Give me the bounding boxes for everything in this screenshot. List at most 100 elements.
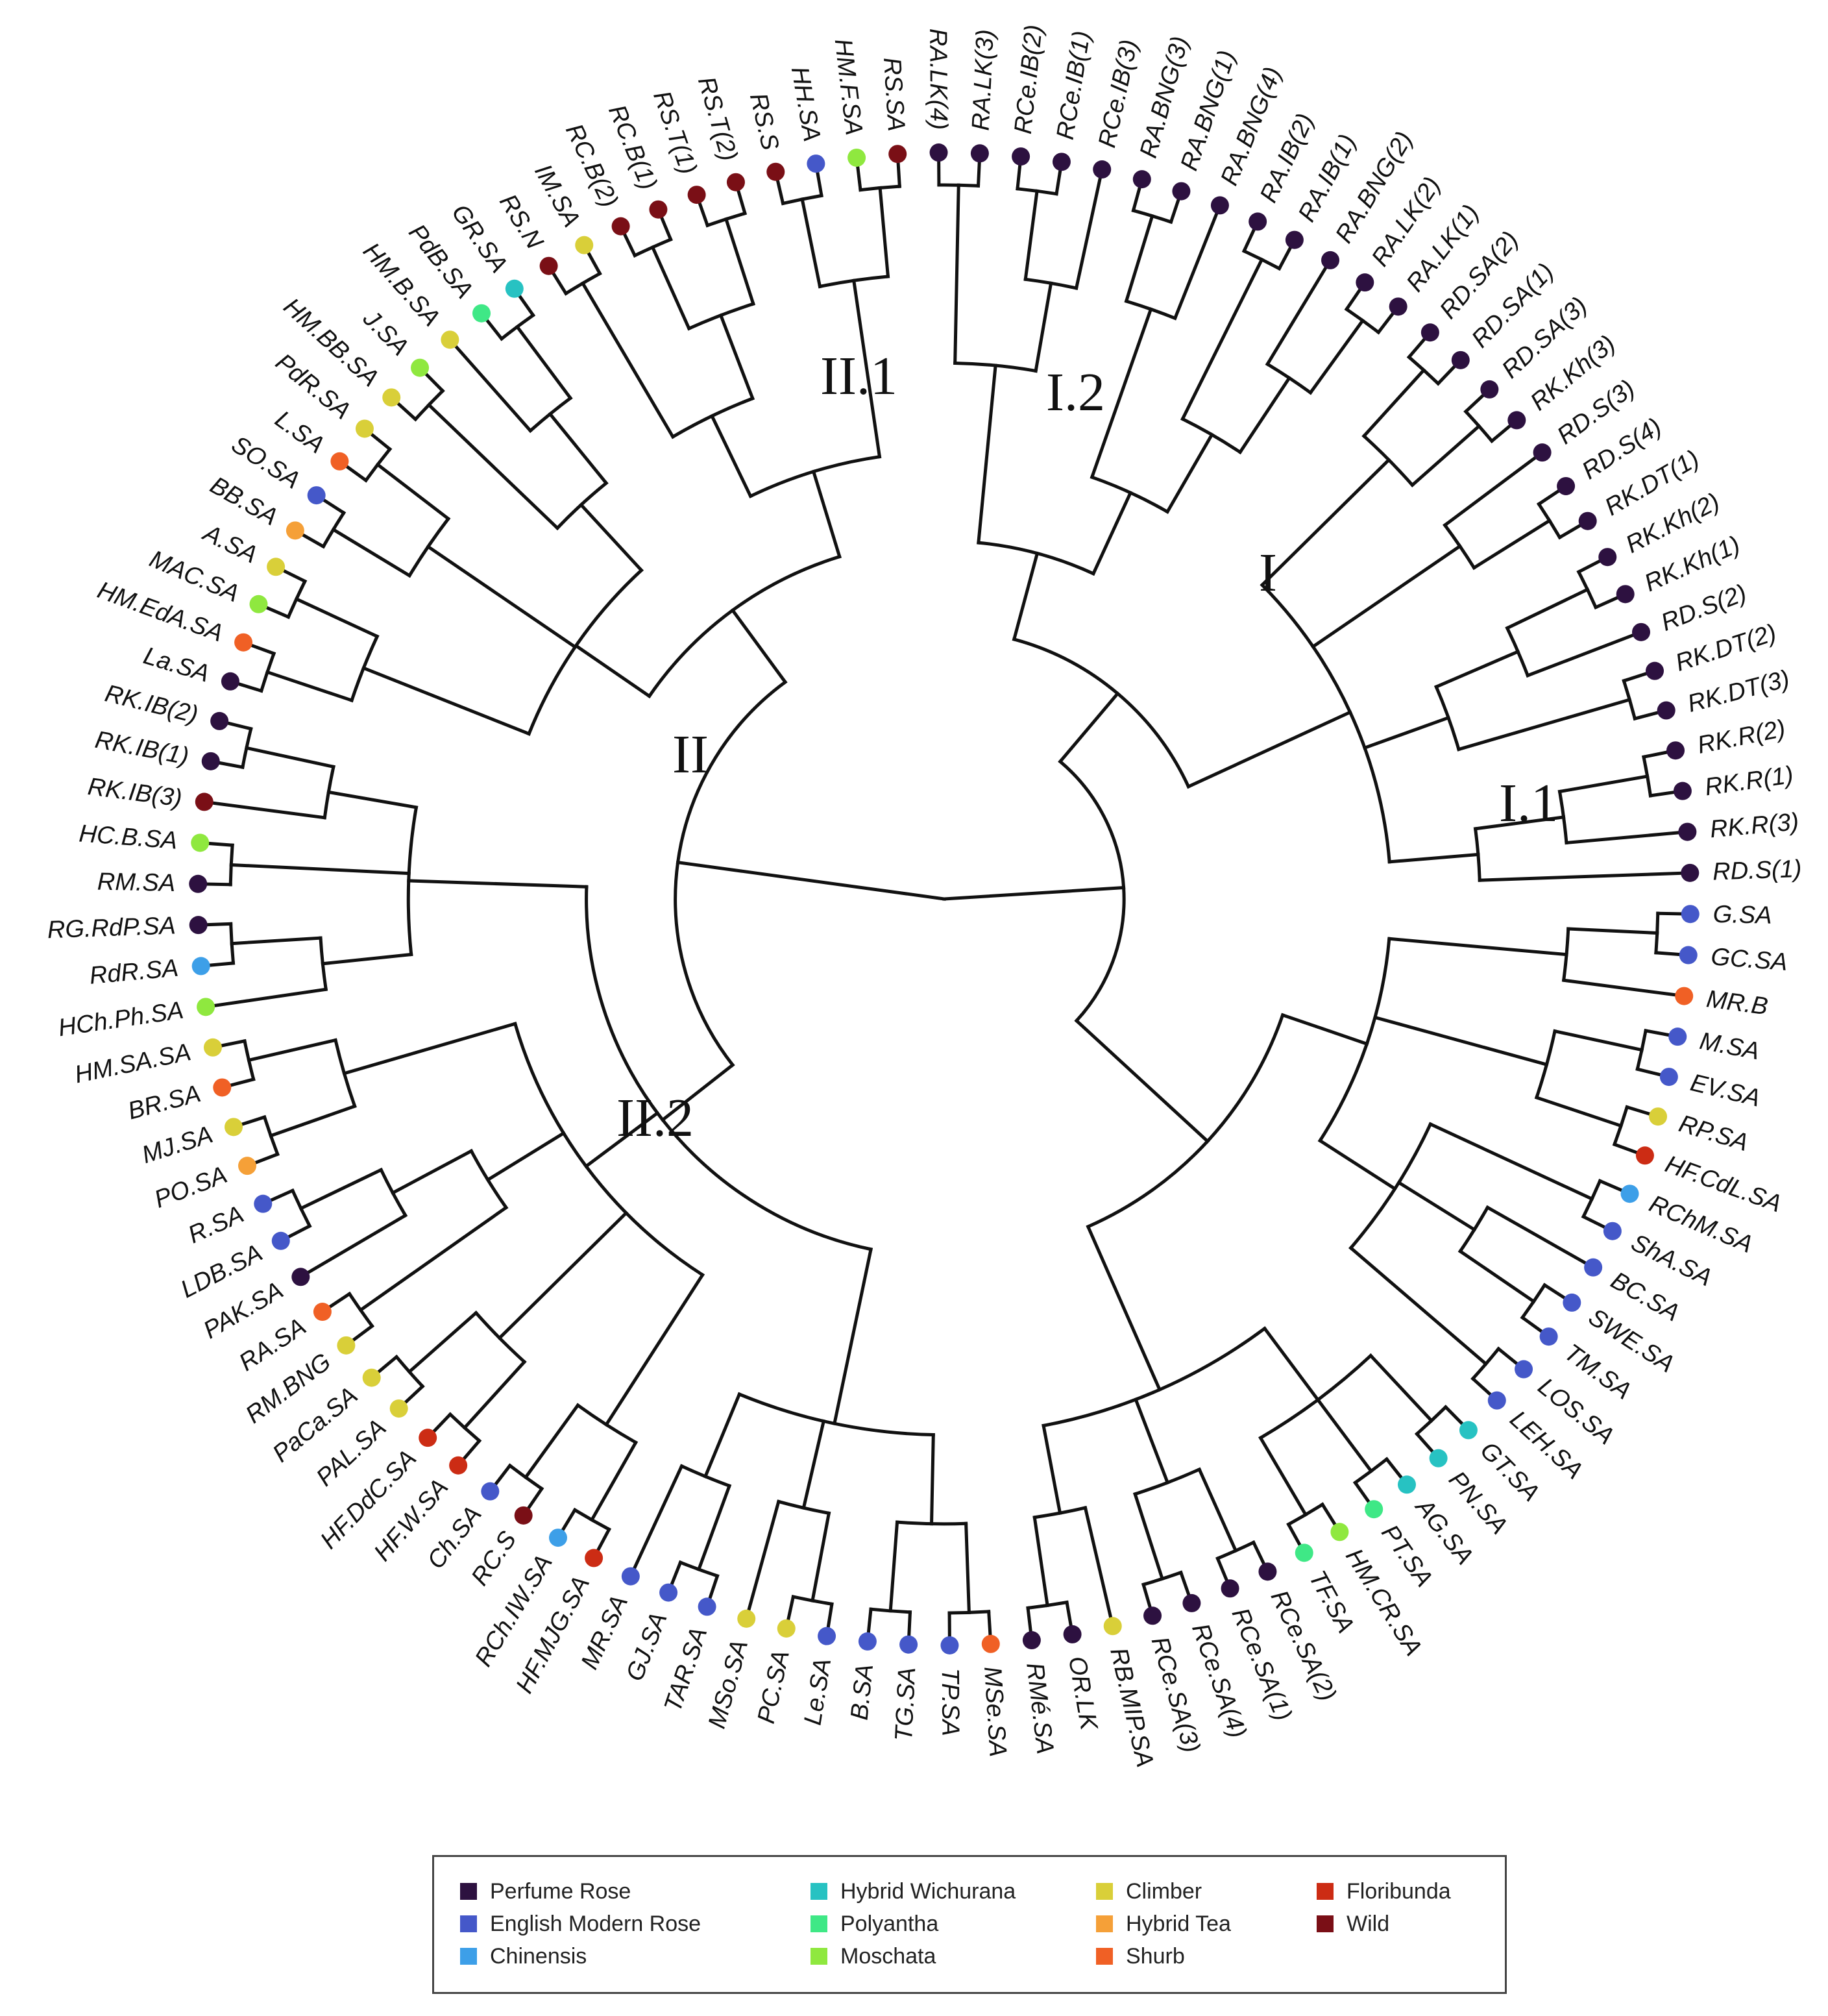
branch-arc-189 bbox=[572, 1507, 611, 1532]
branch-link-253 bbox=[361, 665, 531, 736]
branch-arc-134 bbox=[1286, 1502, 1325, 1527]
tip-dot-pc-sa bbox=[777, 1619, 796, 1638]
branch-arc-180 bbox=[678, 1560, 720, 1579]
branch-link-125 bbox=[1368, 1353, 1434, 1423]
branch-arc-209 bbox=[347, 1291, 374, 1329]
branch-link-45 bbox=[1361, 367, 1426, 439]
tip-dot-hf-mjg-sa bbox=[585, 1549, 603, 1567]
tip-label-rk-ib-3: RK.IB(3) bbox=[86, 773, 184, 813]
tip-dot-im-sa bbox=[575, 236, 594, 254]
branch-link-100 bbox=[1534, 1095, 1624, 1128]
branch-arc-57 bbox=[1536, 502, 1562, 540]
branch-link-263 bbox=[426, 544, 578, 650]
branch-arc-54 bbox=[1443, 522, 1476, 571]
tip-dot-los-sa bbox=[1515, 1360, 1533, 1379]
tip-dot-mse-sa bbox=[981, 1634, 1000, 1653]
branch-link-6 bbox=[977, 363, 997, 545]
branch-link-2 bbox=[1058, 691, 1120, 764]
branch-link-170 bbox=[801, 1419, 826, 1510]
tip-dot-rs-n bbox=[539, 256, 558, 275]
tip-dot-swe-sa bbox=[1563, 1293, 1581, 1312]
branch-link-186 bbox=[603, 1272, 705, 1427]
tip-label-hm-f-sa: HM.F.SA bbox=[829, 38, 868, 137]
branch-link-231 bbox=[321, 952, 413, 966]
legend-swatch bbox=[1096, 1948, 1113, 1965]
legend-label: Hybrid Tea bbox=[1126, 1911, 1231, 1936]
legend-swatch bbox=[1096, 1915, 1113, 1932]
branch-link-196 bbox=[497, 1211, 629, 1340]
branch-arc-86 bbox=[1317, 937, 1391, 1143]
branch-link-212 bbox=[390, 1148, 474, 1196]
branch-arc-193 bbox=[507, 1463, 544, 1492]
branch-arc-157 bbox=[585, 885, 873, 1251]
legend-swatch bbox=[1317, 1883, 1334, 1900]
branch-arc-220 bbox=[334, 1038, 357, 1109]
branch-link-244 bbox=[202, 800, 327, 820]
tip-label-rc-s: RC.S bbox=[466, 1527, 522, 1591]
branch-arc-38 bbox=[1344, 306, 1381, 335]
tip-label-rs-t-1: RS.T(1) bbox=[648, 88, 702, 178]
branch-link-85 bbox=[1280, 1013, 1369, 1046]
branch-link-233 bbox=[204, 987, 328, 1009]
branch-link-113 bbox=[1457, 1249, 1537, 1304]
tip-dot-pn-sa bbox=[1429, 1449, 1448, 1468]
tip-dot-br-sa bbox=[213, 1078, 232, 1097]
branch-link-30 bbox=[1180, 257, 1264, 421]
branch-link-143 bbox=[1133, 1492, 1165, 1581]
branch-arc-84 bbox=[1086, 1013, 1285, 1229]
tip-label-hch-ph-sa: HCh.Ph.SA bbox=[56, 997, 185, 1042]
legend-item-floribunda: Floribunda bbox=[1317, 1875, 1451, 1908]
tip-dot-rk-ib-1 bbox=[201, 752, 220, 770]
legend-item-chinensis: Chinensis bbox=[460, 1940, 701, 1973]
legend-label: Chinensis bbox=[490, 1943, 587, 1969]
branch-arc-291 bbox=[563, 271, 602, 296]
branch-link-310 bbox=[878, 186, 890, 278]
branch-link-89 bbox=[1566, 927, 1659, 935]
branch-link-183 bbox=[628, 1464, 684, 1579]
tip-dot-leh-sa bbox=[1487, 1391, 1506, 1410]
tip-dot-le-sa bbox=[818, 1627, 836, 1645]
tip-dot-pal-sa bbox=[389, 1399, 408, 1418]
branch-link-214 bbox=[298, 1213, 408, 1279]
branch-arc-289 bbox=[670, 396, 755, 439]
tip-label-rs-s: RS.S bbox=[744, 90, 784, 153]
tip-dot-gt-sa bbox=[1459, 1421, 1478, 1440]
tip-dot-tar-sa bbox=[698, 1597, 716, 1616]
legend-swatch bbox=[810, 1883, 827, 1900]
tip-dot-rce-ib-1 bbox=[1052, 153, 1071, 171]
tip-dot-rk-kh-1 bbox=[1616, 585, 1635, 604]
tip-dot-r-sa bbox=[254, 1194, 273, 1213]
branch-link-43 bbox=[1260, 458, 1391, 587]
legend-item-perfume-rose: Perfume Rose bbox=[460, 1875, 701, 1908]
legend-swatch bbox=[460, 1948, 477, 1965]
tip-dot-rce-sa-4 bbox=[1182, 1593, 1201, 1612]
tip-dot-sha-sa bbox=[1603, 1222, 1622, 1240]
tip-label-g-sa: G.SA bbox=[1712, 901, 1772, 929]
branch-link-27 bbox=[1173, 203, 1223, 321]
tip-dot-so-sa bbox=[307, 486, 326, 505]
tip-dot-rd-s-1 bbox=[1681, 863, 1700, 882]
branch-link-64 bbox=[1505, 587, 1590, 631]
branch-arc-254 bbox=[349, 634, 380, 703]
branch-arc-63 bbox=[1505, 626, 1530, 678]
branch-arc-155 bbox=[674, 680, 788, 1068]
tip-label-rs-n: RS.N bbox=[494, 190, 548, 254]
branch-link-41 bbox=[1186, 709, 1352, 789]
tip-dot-tf-sa bbox=[1295, 1543, 1313, 1562]
branch-link-304 bbox=[851, 278, 882, 459]
branch-arc-178 bbox=[679, 1464, 732, 1488]
branch-arc-239 bbox=[228, 843, 234, 887]
branch-arc-122 bbox=[1042, 1326, 1267, 1428]
branch-link-82 bbox=[1478, 871, 1692, 882]
tip-label-rm-sa: RMé.SA bbox=[1021, 1661, 1058, 1755]
tip-dot-rb-mip-sa bbox=[1103, 1617, 1122, 1636]
tip-dot-rp-sa bbox=[1649, 1107, 1668, 1126]
branch-arc-213 bbox=[378, 1167, 408, 1218]
branch-link-279 bbox=[548, 412, 609, 486]
tip-dot-tm-sa bbox=[1539, 1327, 1558, 1346]
tip-label-mj-sa: MJ.SA bbox=[139, 1121, 216, 1169]
branch-link-206 bbox=[485, 1131, 566, 1183]
branch-link-68 bbox=[1525, 630, 1644, 678]
legend-column-1: Perfume Rose English Modern Rose Chinens… bbox=[460, 1875, 701, 1973]
